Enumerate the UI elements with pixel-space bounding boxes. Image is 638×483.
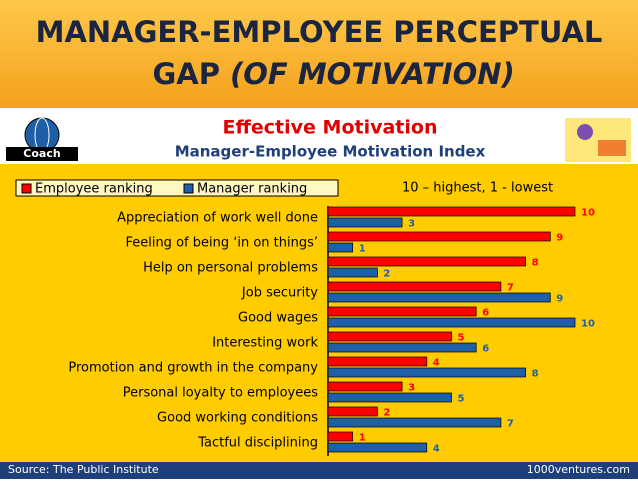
data-label: 3 [408, 219, 415, 230]
chart-header [0, 112, 638, 164]
data-label: 8 [532, 258, 539, 269]
chart-title: Effective Motivation [223, 117, 438, 139]
logo-box [6, 147, 78, 161]
data-label: 5 [458, 333, 465, 344]
title-italic: (OF MOTIVATION) [230, 57, 515, 91]
category-label: Appreciation of work well done [117, 211, 318, 226]
title-banner [0, 0, 638, 108]
category-label: Good wages [238, 311, 318, 326]
annotation: 10 – highest, 1 - lowest [402, 181, 553, 196]
data-label: 7 [507, 419, 514, 430]
legend-swatch [21, 183, 32, 194]
data-label: 5 [458, 394, 465, 405]
bar [327, 417, 502, 428]
data-label: 1 [359, 244, 366, 255]
chart-subtitle: Manager-Employee Motivation Index [175, 143, 486, 161]
bar [327, 281, 502, 292]
bar [327, 331, 452, 342]
data-label: 4 [433, 358, 440, 369]
bar [327, 217, 403, 228]
bar [327, 306, 477, 317]
logo-text: Coach [23, 147, 60, 160]
data-label: 10 [581, 319, 595, 330]
bar [327, 356, 428, 367]
category-label: Promotion and growth in the company [68, 361, 318, 376]
legend-swatch [183, 183, 194, 194]
bar [327, 292, 551, 303]
legend-label: Employee ranking [35, 182, 153, 197]
category-label: Help on personal problems [143, 261, 318, 276]
icon [577, 124, 593, 140]
category-label: Feeling of being ‘in on things’ [125, 236, 318, 251]
title-line: GAP [152, 57, 220, 91]
legend-label: Manager ranking [197, 182, 307, 197]
category-label: Interesting work [212, 336, 318, 351]
data-label: 7 [507, 283, 514, 294]
bar [327, 392, 452, 403]
data-label: 9 [556, 233, 563, 244]
footer-bar [0, 462, 638, 479]
data-label: 1 [359, 433, 366, 444]
bar [327, 367, 526, 378]
data-label: 3 [408, 383, 415, 394]
category-label: Good working conditions [157, 411, 318, 426]
category-label: Personal loyalty to employees [123, 386, 319, 401]
bar [327, 231, 551, 242]
category-label: Tactful disciplining [197, 436, 318, 451]
bar [327, 442, 428, 453]
bar [327, 431, 354, 442]
bar [327, 381, 403, 392]
data-label: 10 [581, 208, 595, 219]
credit: 1000ventures.com [527, 463, 630, 476]
source: Source: The Public Institute [8, 463, 159, 476]
data-label: 2 [383, 269, 390, 280]
bar [327, 317, 576, 328]
title-line: MANAGER-EMPLOYEE PERCEPTUAL [36, 15, 603, 49]
legend [15, 179, 339, 197]
category-label: Job security [241, 286, 318, 301]
data-label: 2 [383, 408, 390, 419]
bar [327, 406, 378, 417]
data-label: 6 [482, 308, 489, 319]
data-label: 6 [482, 344, 489, 355]
bar [327, 342, 477, 353]
data-label: 9 [556, 294, 563, 305]
data-label: 8 [532, 369, 539, 380]
bar [327, 206, 576, 217]
bar [327, 267, 378, 278]
bar [327, 256, 526, 267]
bar [327, 242, 354, 253]
data-label: 4 [433, 444, 440, 455]
icon [598, 140, 626, 156]
